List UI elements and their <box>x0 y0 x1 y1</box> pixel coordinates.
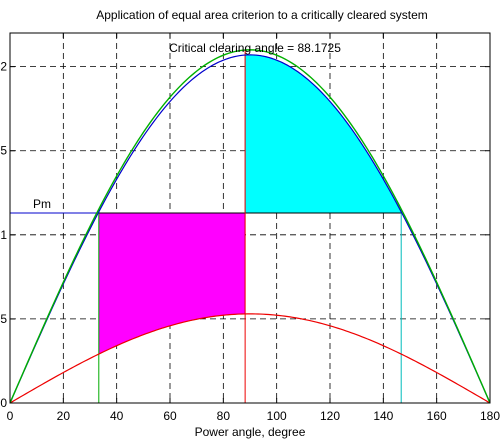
x-tick-label: 100 <box>267 409 287 423</box>
chart-title: Application of equal area criterion to a… <box>96 8 428 22</box>
x-tick-label: 40 <box>110 409 124 423</box>
prefault-curve <box>10 49 490 403</box>
x-tick-label: 140 <box>373 409 393 423</box>
axis-ticks: 0 20 40 60 80 100 120 140 160 180 0 0.5 1 1.5 2 <box>0 33 500 423</box>
postfault-curve <box>10 54 490 403</box>
critical-angle-annotation: Critical clearing angle = 88.1725 <box>169 41 341 55</box>
y-tick-label: 0 <box>0 396 7 410</box>
y-tick-label: 0.5 <box>0 312 7 326</box>
power-curves <box>10 49 490 403</box>
y-tick-label: 2 <box>0 60 7 74</box>
y-tick-label: 1 <box>0 228 7 242</box>
x-tick-label: 80 <box>217 409 231 423</box>
x-tick-label: 60 <box>163 409 177 423</box>
x-tick-label: 120 <box>320 409 340 423</box>
x-tick-label: 160 <box>427 409 447 423</box>
pm-label: Pm <box>33 197 51 211</box>
x-tick-label: 0 <box>7 409 14 423</box>
angle-markers <box>98 49 402 403</box>
x-tick-label: 20 <box>57 409 71 423</box>
fault-curve <box>10 313 490 403</box>
x-tick-label: 180 <box>480 409 500 423</box>
plot-frame <box>9 32 491 404</box>
y-tick-label: 1.5 <box>0 144 7 158</box>
x-axis-label: Power angle, degree <box>195 425 306 439</box>
